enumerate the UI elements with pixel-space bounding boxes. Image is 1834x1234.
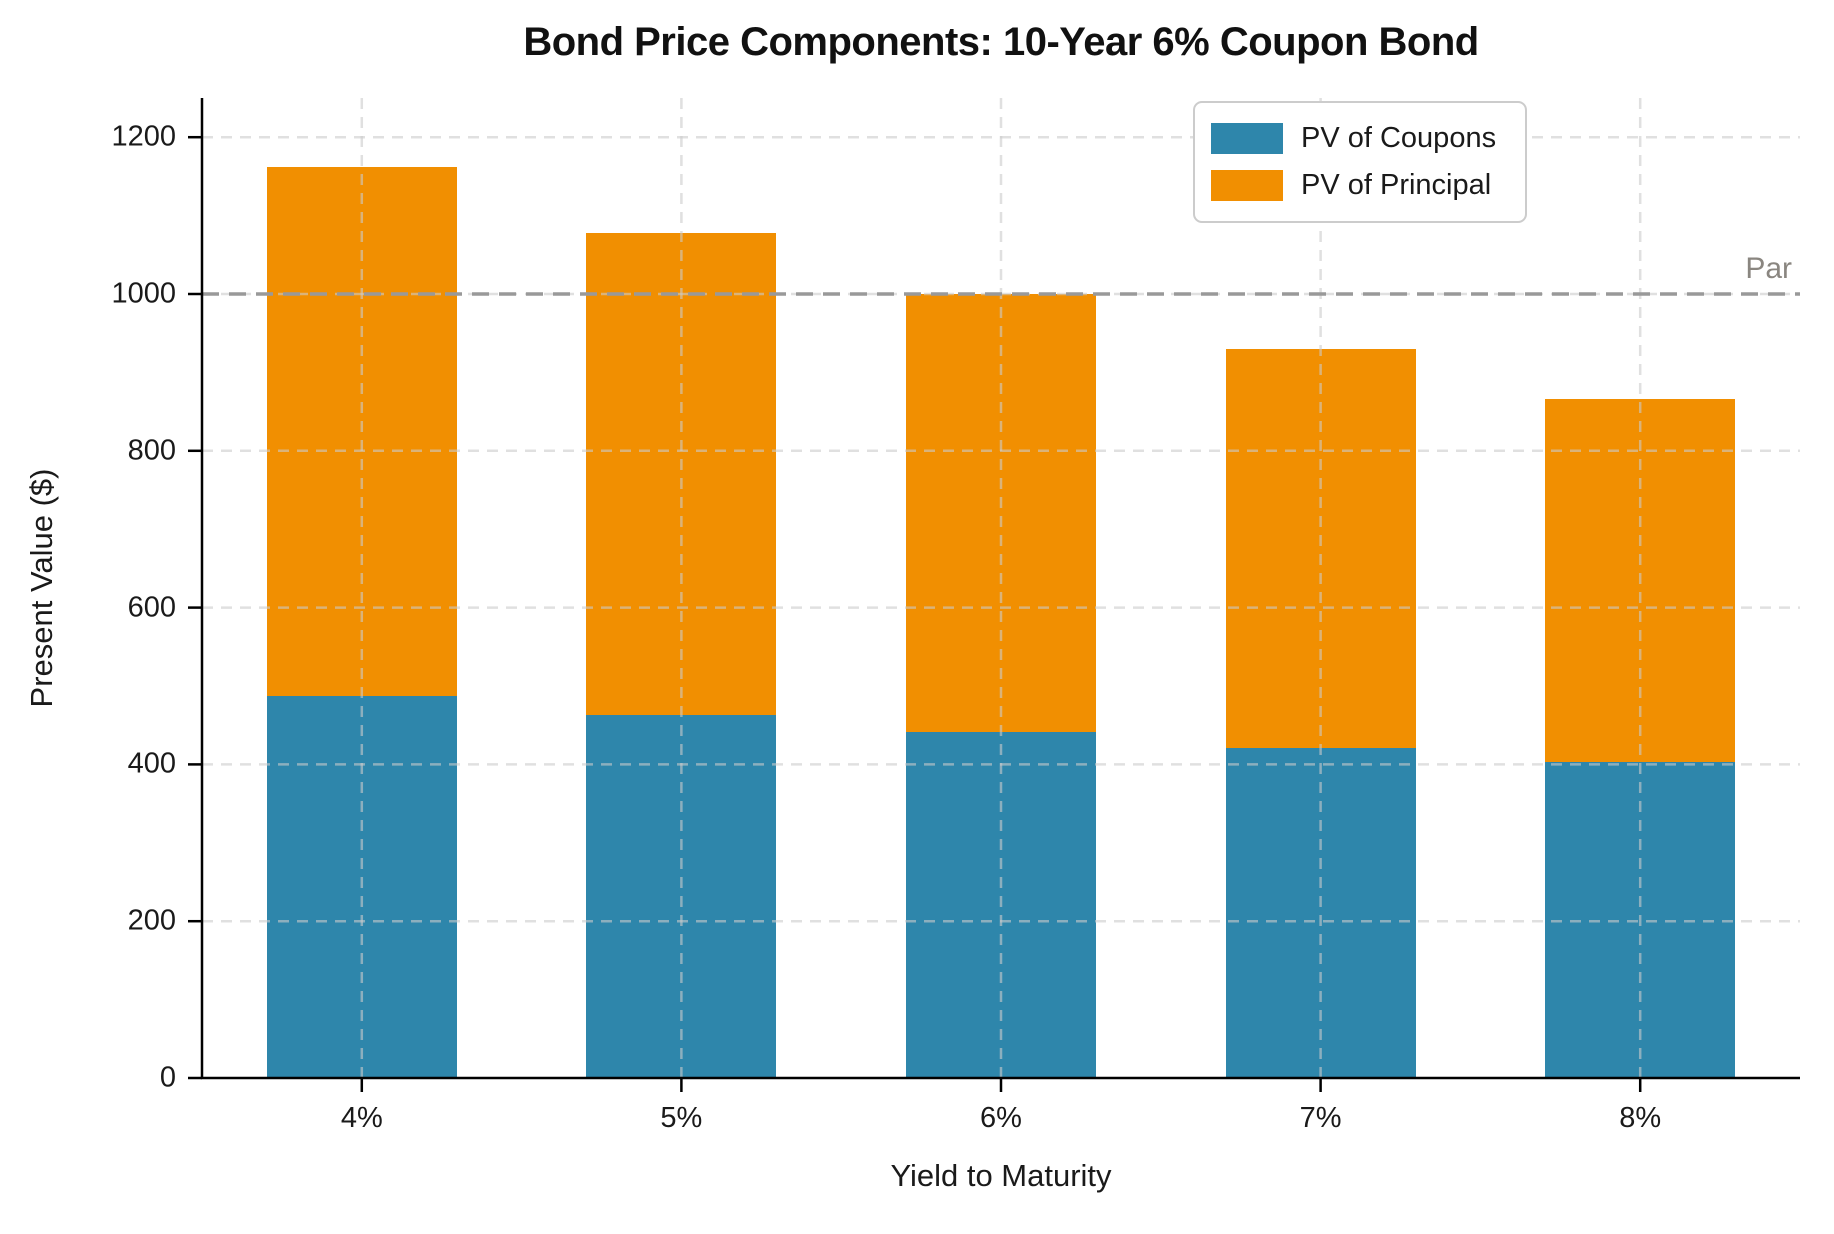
bar-8%-pv-of-principal [1545, 399, 1736, 763]
bar-4%-pv-of-principal [266, 166, 457, 697]
principal-swatch-icon [1211, 170, 1283, 201]
bar-6%-pv-of-principal [906, 294, 1096, 732]
legend: PV of Coupons PV of Principal [1193, 101, 1527, 223]
ytick-label-200: 200 [127, 904, 176, 937]
xtick-label-7%: 7% [1299, 1102, 1342, 1134]
coupons-swatch-icon [1211, 123, 1283, 154]
legend-item-coupons: PV of Coupons [1211, 122, 1509, 155]
ytick-label-800: 800 [127, 434, 176, 467]
bar-4%-pv-of-coupons [266, 696, 457, 1078]
par-line-label: Par [1745, 252, 1792, 285]
ytick-label-0: 0 [159, 1061, 176, 1094]
xtick-label-6%: 6% [980, 1102, 1022, 1134]
chart-title: Bond Price Components: 10-Year 6% Coupon… [523, 20, 1479, 64]
ytick-label-400: 400 [127, 747, 176, 780]
ytick-label-1000: 1000 [111, 277, 176, 310]
bar-7%-pv-of-principal [1225, 349, 1416, 748]
ytick-label-1200: 1200 [111, 120, 176, 153]
legend-label-coupons: PV of Coupons [1301, 122, 1497, 154]
ytick-label-600: 600 [127, 591, 176, 624]
bar-7%-pv-of-coupons [1225, 747, 1416, 1078]
xtick-label-5%: 5% [660, 1102, 703, 1134]
bar-6%-pv-of-coupons [906, 731, 1096, 1078]
xtick-label-8%: 8% [1619, 1102, 1662, 1134]
x-axis-label: Yield to Maturity [890, 1158, 1112, 1193]
bar-5%-pv-of-principal [586, 233, 777, 715]
xtick-label-4%: 4% [340, 1102, 383, 1134]
bar-5%-pv-of-coupons [586, 714, 777, 1078]
bar-8%-pv-of-coupons [1545, 762, 1736, 1078]
legend-label-principal: PV of Principal [1301, 169, 1492, 201]
legend-item-principal: PV of Principal [1211, 169, 1509, 202]
